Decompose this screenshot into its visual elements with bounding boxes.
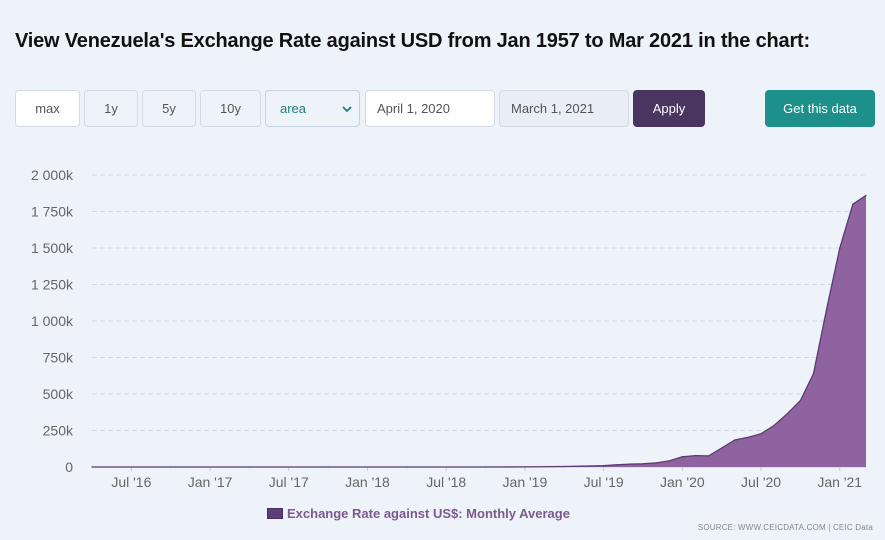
series-line	[92, 194, 867, 468]
data-point	[406, 466, 408, 468]
x-tick-label: Jan '18	[345, 474, 390, 490]
data-point	[720, 447, 723, 449]
range-1y-button[interactable]: 1y	[84, 90, 138, 127]
data-point	[327, 466, 329, 468]
data-point	[707, 455, 710, 457]
data-point	[812, 372, 815, 375]
apply-button[interactable]: Apply	[633, 90, 705, 127]
series-area	[92, 195, 866, 467]
data-point	[825, 308, 828, 311]
data-point	[169, 466, 172, 468]
data-point	[602, 464, 605, 467]
data-point	[747, 436, 749, 439]
data-point	[629, 463, 631, 465]
y-tick-label: 1 500k	[31, 240, 74, 256]
x-tick-label: Jul '18	[426, 474, 466, 490]
x-tick-label: Jul '19	[584, 474, 624, 490]
legend-swatch	[267, 508, 283, 519]
source-credit: SOURCE: WWW.CEICDATA.COM | CEIC Data	[697, 523, 873, 532]
data-point	[760, 432, 762, 435]
data-point	[786, 412, 789, 415]
chevron-down-icon	[342, 106, 352, 113]
data-point	[839, 247, 841, 249]
data-point	[799, 399, 802, 402]
y-tick-label: 1 000k	[31, 313, 74, 329]
data-point	[694, 454, 697, 457]
x-tick-label: Jul '16	[111, 474, 151, 490]
data-point	[773, 424, 775, 427]
data-point	[668, 460, 670, 462]
y-tick-label: 250k	[43, 423, 74, 439]
start-date-input[interactable]: April 1, 2020	[365, 90, 495, 127]
y-tick-label: 750k	[43, 350, 74, 366]
x-tick-label: Jan '20	[660, 474, 705, 490]
chart-type-value: area	[280, 101, 307, 116]
range-max-button[interactable]: max	[15, 90, 80, 127]
x-tick-label: Jan '17	[188, 474, 233, 490]
data-point	[642, 463, 644, 465]
exchange-rate-chart: 0 250k 500k 750k 1 000k 1 250k 1 500k 1 750k 2 0…	[31, 167, 867, 490]
data-point	[524, 466, 526, 468]
y-tick-label: 500k	[43, 386, 74, 402]
y-tick-label: 1 250k	[31, 277, 74, 293]
data-point	[248, 466, 251, 468]
data-point	[484, 466, 487, 468]
data-point	[655, 462, 657, 464]
data-point	[734, 439, 736, 441]
x-tick-label: Jul '20	[741, 474, 781, 490]
y-tick-label: 1 750k	[31, 204, 74, 220]
chart-legend[interactable]: Exchange Rate against US$: Monthly Avera…	[267, 506, 570, 521]
data-point	[865, 194, 867, 197]
get-this-data-button[interactable]: Get this data	[765, 90, 875, 127]
end-date-input[interactable]: March 1, 2021	[499, 90, 629, 127]
y-tick-label: 2 000k	[31, 167, 74, 183]
range-10y-button[interactable]: 10y	[200, 90, 261, 127]
chart-type-select[interactable]: area	[265, 90, 360, 127]
x-tick-label: Jan '19	[503, 474, 548, 490]
y-tick-label: 0	[65, 459, 73, 475]
x-tick-label: Jan '21	[817, 474, 862, 490]
range-5y-button[interactable]: 5y	[142, 90, 196, 127]
data-point	[852, 203, 854, 205]
data-point	[681, 456, 684, 458]
page-title: View Venezuela's Exchange Rate against U…	[15, 30, 810, 52]
data-point	[91, 466, 93, 468]
legend-label: Exchange Rate against US$: Monthly Avera…	[287, 506, 570, 521]
data-point	[563, 465, 566, 468]
chart-toolbar: max 1y 5y 10y area April 1, 2020 March 1…	[0, 0, 885, 140]
data-point	[615, 464, 618, 466]
x-tick-label: Jul '17	[269, 474, 309, 490]
